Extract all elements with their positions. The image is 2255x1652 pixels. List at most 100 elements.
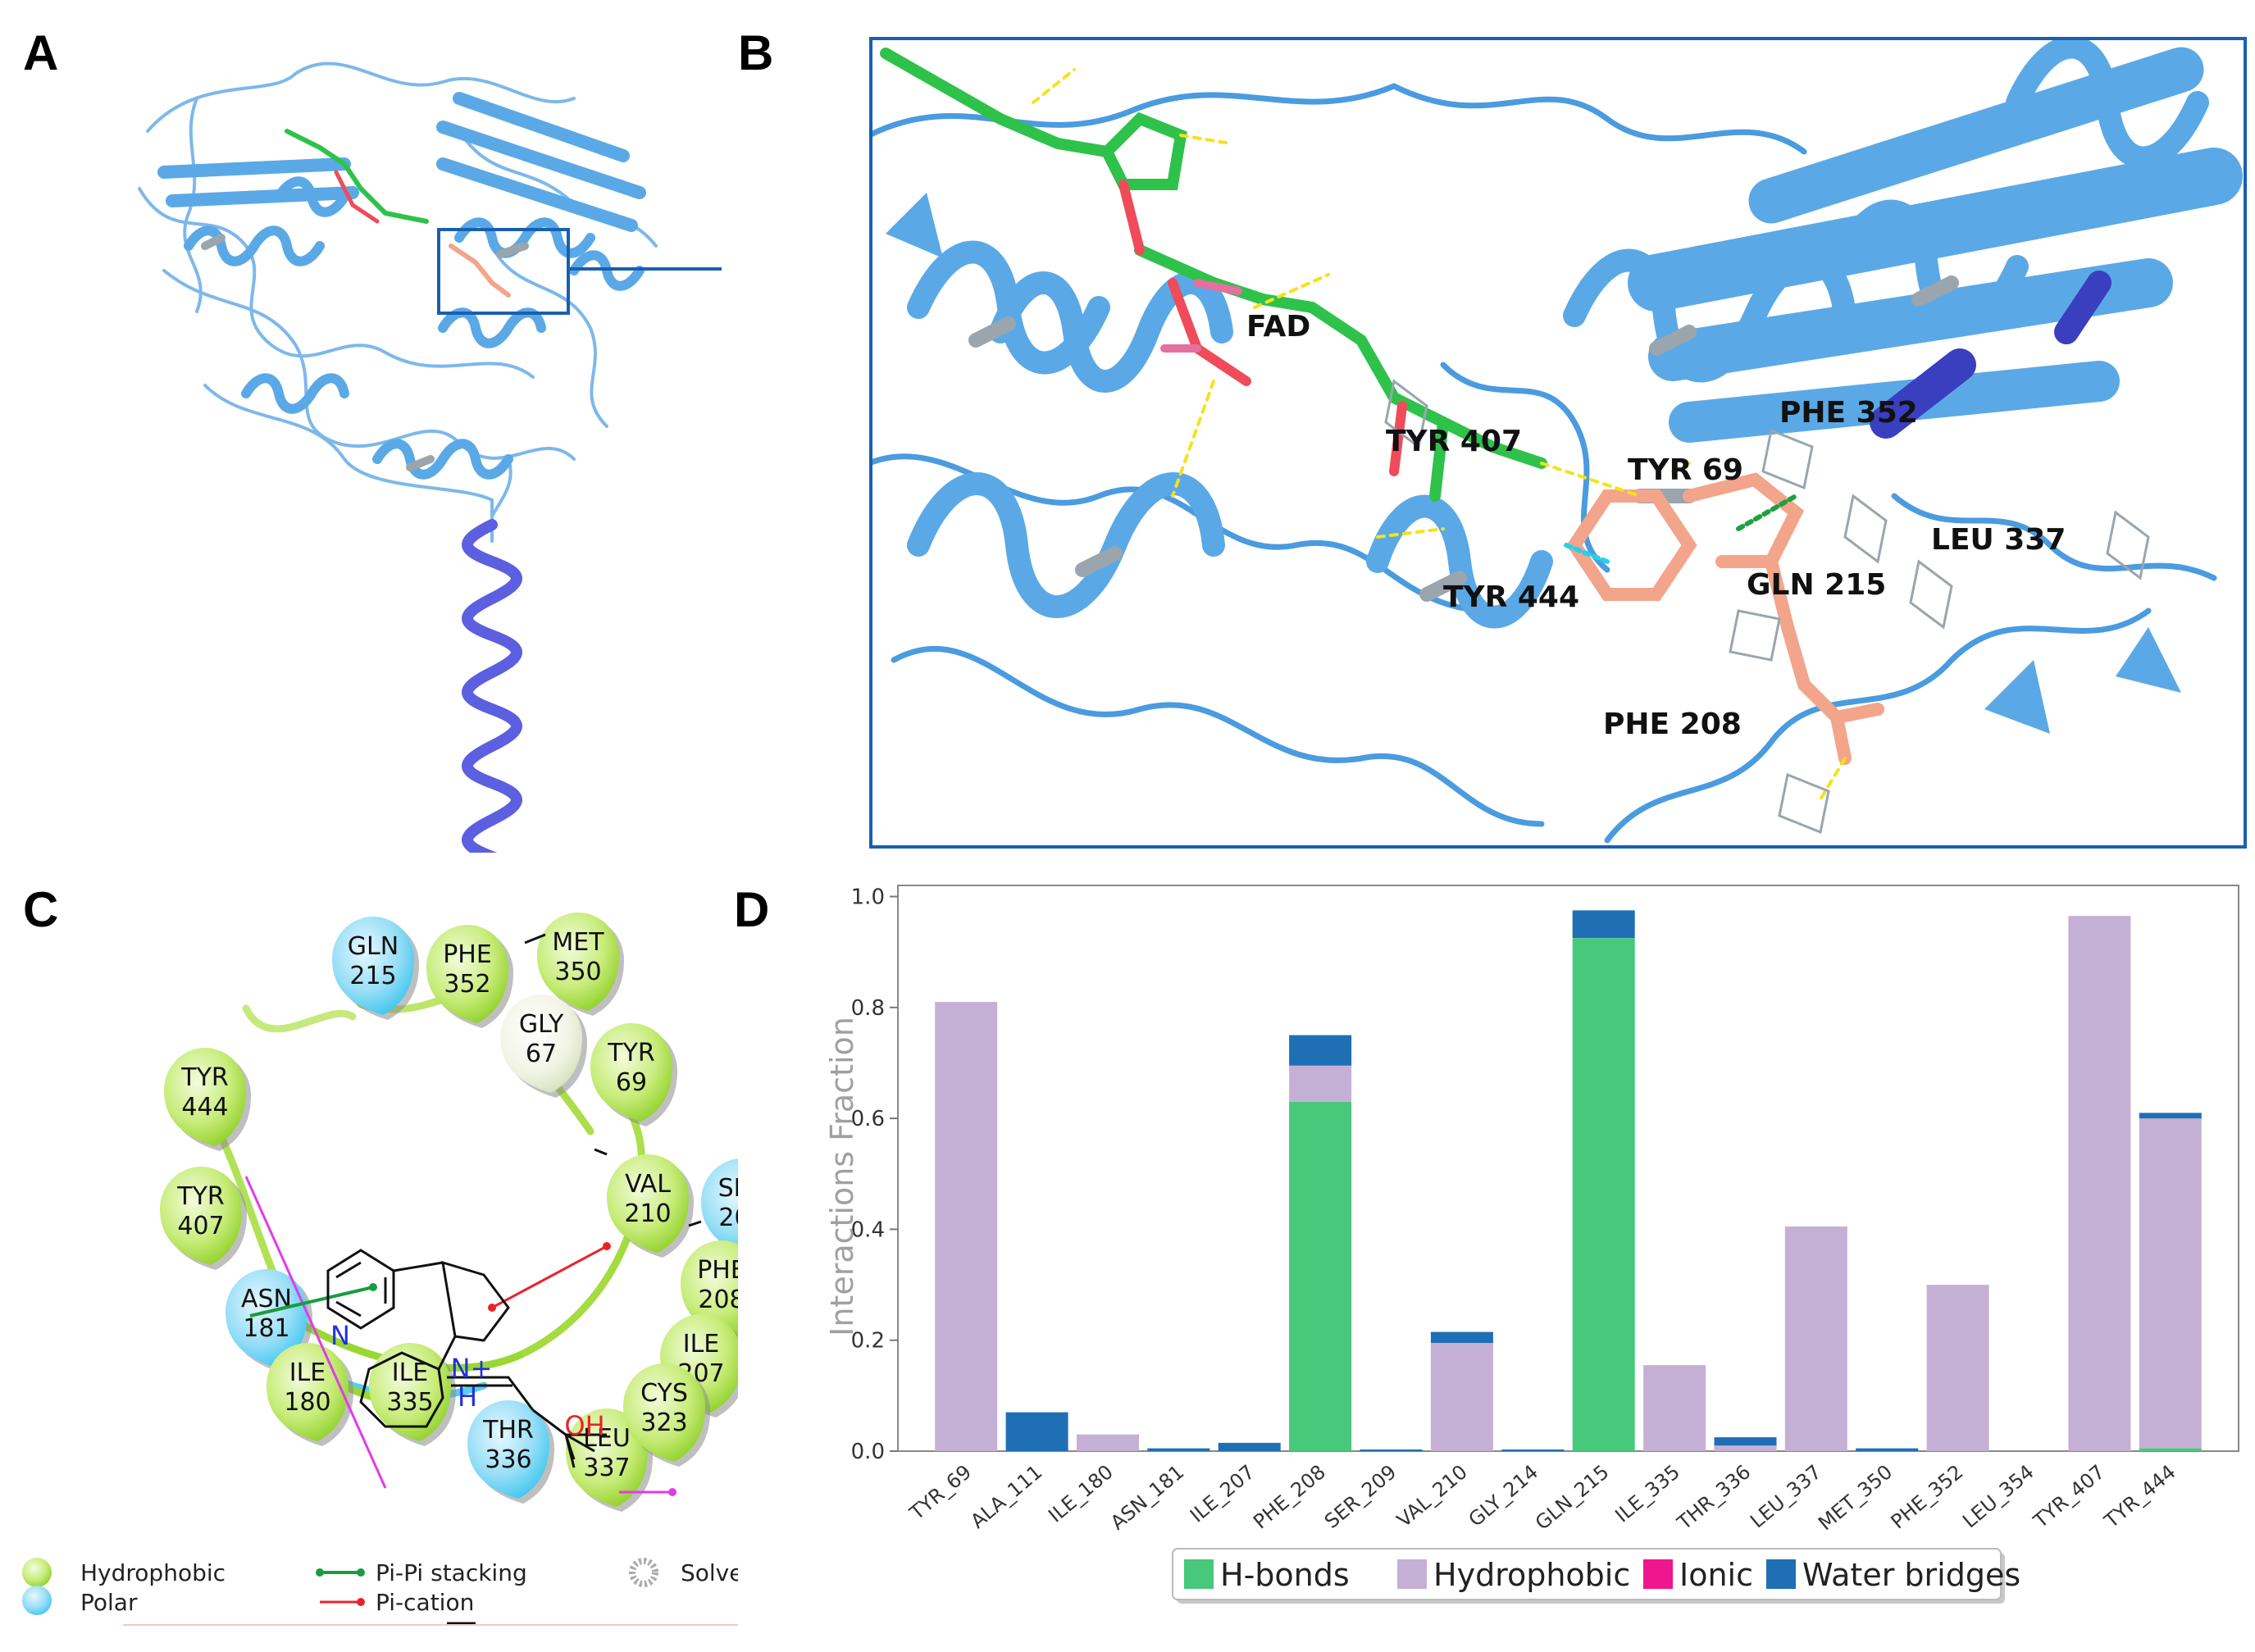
bar-gln_215-h-bonds <box>1572 938 1635 1451</box>
legend-pi-pi: Pi-Pi stacking <box>376 1559 527 1586</box>
residue-number: 323 <box>640 1409 687 1437</box>
label-tyr-69: TYR 69 <box>1628 453 1743 487</box>
atom-h: H <box>458 1381 477 1413</box>
panel-a-protein-structure <box>138 61 722 853</box>
pi-cation-tyr69 <box>491 1245 608 1309</box>
residue-name: MET <box>552 928 604 957</box>
residue-ser-209: SER209 <box>701 1158 738 1255</box>
atom-n-plus: N+ <box>451 1353 493 1384</box>
bar-phe_208-water-bridges <box>1289 1035 1352 1066</box>
label-leu-337: LEU 337 <box>1931 523 2066 557</box>
bar-phe_208-hydrophobic <box>1289 1065 1352 1102</box>
y-tick-label: 0.8 <box>851 996 885 1021</box>
residue-number: 209 <box>718 1204 738 1232</box>
residue-name: ILE <box>392 1358 429 1387</box>
bar-gly_214-water-bridges <box>1501 1449 1565 1451</box>
bar-met_350-water-bridges <box>1856 1448 1919 1451</box>
panel-label-b: B <box>738 25 774 80</box>
bar-tyr_444-hydrophobic <box>2139 1118 2202 1449</box>
residue-name: ILE <box>683 1330 720 1358</box>
residue-name: PHE <box>697 1256 738 1285</box>
legend-hydrophobic: Hydrophobic <box>80 1559 226 1586</box>
chart-legend: H-bonds Hydrophobic Ionic Water bridges <box>1172 1548 2020 1604</box>
legend-pi-cation: Pi-cation <box>376 1589 474 1616</box>
residue-name: TYR <box>180 1063 229 1092</box>
legend-label: Hydrophobic <box>1433 1557 1630 1593</box>
residue-name: GLY <box>519 1010 564 1039</box>
y-tick-label: 0.2 <box>851 1329 885 1354</box>
residue-number: 210 <box>624 1199 671 1228</box>
residue-number: 67 <box>526 1040 557 1068</box>
bar-ile_207-water-bridges <box>1218 1442 1281 1451</box>
bar-ile_180-hydrophobic <box>1077 1434 1139 1451</box>
x-tick-label: ASN_181 <box>1106 1460 1188 1534</box>
residue-number: 352 <box>444 970 490 999</box>
y-tick-label: 0.6 <box>851 1107 885 1131</box>
y-tick-label: 1.0 <box>851 885 885 910</box>
x-tick-label: LEU_354 <box>1958 1460 2039 1532</box>
residue-name: GLN <box>348 932 399 961</box>
legend-swatch <box>1397 1559 1427 1589</box>
legend-label: Water bridges <box>1802 1557 2020 1593</box>
residue-number: 181 <box>243 1314 289 1343</box>
pi-pi-tyr407 <box>249 1286 374 1318</box>
panel-label-d: D <box>734 882 770 937</box>
legend-swatch <box>1766 1559 1796 1589</box>
x-tick-label: SER_209 <box>1320 1460 1401 1533</box>
residue-name: SER <box>718 1174 738 1203</box>
panel-c-legend: Hydrophobic Polar Pi-Pi stacking Pi-cati… <box>22 1558 738 1626</box>
residue-number: 215 <box>349 962 396 990</box>
bar-ser_209-water-bridges <box>1360 1449 1423 1451</box>
bar-tyr_444-water-bridges <box>2139 1113 2202 1119</box>
y-axis-label: Interactions Fraction <box>824 1017 860 1336</box>
residue-number: 335 <box>386 1388 433 1417</box>
y-tick-label: 0.0 <box>851 1440 885 1464</box>
bar-val_210-hydrophobic <box>1430 1343 1493 1451</box>
residue-name: PHE <box>443 940 492 969</box>
x-tick-label: MET_350 <box>1814 1460 1897 1535</box>
residue-name: THR <box>482 1416 534 1445</box>
residue-number: 336 <box>485 1445 531 1474</box>
legend-label: Ionic <box>1679 1557 1753 1593</box>
bar-ala_111-water-bridges <box>1005 1412 1068 1451</box>
residue-number: 208 <box>698 1286 738 1314</box>
bar-tyr_444-h-bonds <box>2139 1448 2202 1451</box>
x-tick-label: TYR_407 <box>2029 1460 2109 1533</box>
legend-polar: Polar <box>80 1589 138 1616</box>
residue-name: VAL <box>625 1170 671 1199</box>
panel-d-interactions-chart: 0.00.20.40.60.81.0 TYR_69ALA_111ILE_180A… <box>824 885 2239 1604</box>
residue-number: 350 <box>554 958 601 986</box>
x-tick-label: GLN_215 <box>1531 1460 1614 1535</box>
residue-name: TYR <box>607 1039 655 1067</box>
bar-tyr_69-hydrophobic <box>935 1002 998 1451</box>
panel-b-binding-site: FAD TYR 407 TYR 69 PHE 352 LEU 337 TYR 4… <box>869 37 2247 849</box>
x-tick-label: TYR_444 <box>2099 1460 2180 1533</box>
plot-frame <box>897 885 2239 1452</box>
residue-name: ILE <box>289 1358 326 1387</box>
x-tick-label: THR_336 <box>1672 1460 1755 1535</box>
residue-name: CYS <box>640 1379 688 1408</box>
residue-number: 407 <box>177 1212 224 1240</box>
x-tick-label: GLY_214 <box>1465 1460 1543 1531</box>
legend-swatch <box>1643 1559 1673 1589</box>
bar-gln_215-water-bridges <box>1572 910 1635 939</box>
label-gln-215: GLN 215 <box>1747 568 1886 602</box>
label-tyr-407: TYR 407 <box>1386 425 1522 458</box>
residue-name: TYR <box>176 1182 225 1211</box>
hbond-gln215 <box>244 1176 387 1489</box>
bar-phe_352-hydrophobic <box>1926 1285 1989 1451</box>
